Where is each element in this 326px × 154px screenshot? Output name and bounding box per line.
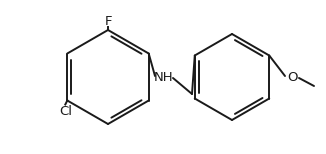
Text: Cl: Cl	[59, 105, 72, 118]
Text: NH: NH	[154, 71, 174, 83]
Text: F: F	[104, 14, 112, 28]
Text: O: O	[287, 71, 297, 83]
